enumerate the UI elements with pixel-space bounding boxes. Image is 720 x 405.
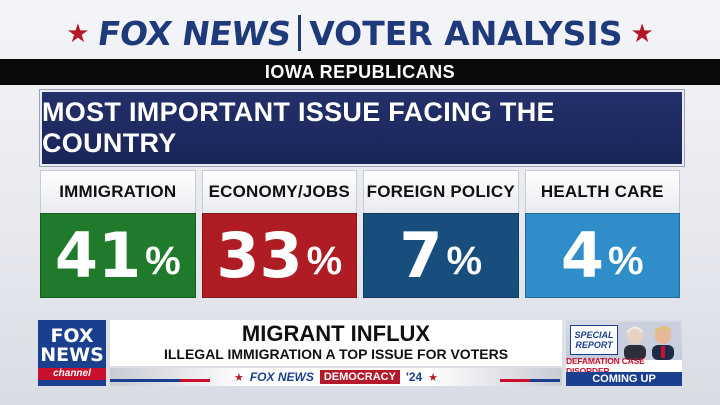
brand-divider (298, 15, 302, 51)
star-icon: ★ (630, 18, 654, 48)
brand-strip: ★ FOX NEWS DEMOCRACY '24 ★ (110, 368, 562, 386)
logo-line: FOX (50, 324, 94, 347)
question-title: MOST IMPORTANT ISSUE FACING THE COUNTRY (40, 90, 684, 166)
issue-card-health-care: HEALTH CARE 4 % (524, 170, 680, 298)
issue-card-foreign-policy: FOREIGN POLICY 7 % (363, 170, 519, 298)
strip-year: '24 (405, 370, 423, 384)
issue-label: ECONOMY/JOBS (201, 170, 357, 213)
fox-news-logo: FOX NEWS channel (38, 320, 106, 386)
badge-line: SPECIAL (574, 330, 614, 340)
logo-channel: channel (38, 367, 106, 380)
percent-sign: % (306, 238, 343, 283)
star-icon: ★ (428, 371, 439, 384)
issue-value-box: 7 % (363, 213, 519, 298)
star-icon: ★ (233, 371, 244, 384)
issue-value-box: 33 % (201, 213, 357, 298)
star-icon: ★ (66, 18, 90, 48)
issue-value-box: 41 % (40, 213, 196, 298)
issue-label: FOREIGN POLICY (363, 170, 519, 213)
special-report-badge: SPECIAL REPORT (570, 325, 618, 355)
header: ★ FOX NEWS VOTER ANALYSIS ★ (0, 8, 720, 58)
issue-value: 33 (216, 218, 303, 292)
issue-value: 4 (560, 218, 605, 292)
decorative-line (530, 379, 560, 382)
percent-sign: % (145, 238, 181, 283)
issue-cards: IMMIGRATION 41 % ECONOMY/JOBS 33 % FOREI… (40, 170, 680, 298)
strip-brand: FOX NEWS (249, 370, 314, 384)
percent-sign: % (446, 238, 483, 283)
issue-value-box: 4 % (524, 213, 680, 298)
issue-card-economy: ECONOMY/JOBS 33 % (201, 170, 357, 298)
lower-third: FOX NEWS channel MIGRANT INFLUX ILLEGAL … (38, 320, 682, 386)
decorative-line (110, 379, 180, 382)
logo-line: NEWS (40, 343, 104, 366)
section-title: VOTER ANALYSIS (309, 13, 623, 53)
subtitle-bar: IOWA REPUBLICANS (0, 59, 720, 85)
issue-value: 41 (54, 218, 142, 292)
brand-name: FOX NEWS (94, 13, 293, 53)
issue-card-immigration: IMMIGRATION 41 % (40, 170, 196, 298)
issue-label: IMMIGRATION (40, 170, 196, 213)
decorative-line (500, 379, 530, 382)
strip-tag: DEMOCRACY (319, 370, 400, 384)
issue-value: 7 (399, 218, 443, 292)
headline: MIGRANT INFLUX (241, 321, 431, 346)
guest-photos-icon (618, 322, 680, 360)
issue-label: HEALTH CARE (524, 170, 680, 213)
badge-line: REPORT (575, 340, 613, 350)
question-text: MOST IMPORTANT ISSUE FACING THE COUNTRY (42, 97, 555, 158)
brand-banner: FOX NEWS VOTER ANALYSIS (94, 13, 623, 53)
promo-caption: DEFAMATION CASE DISORDER (566, 356, 682, 376)
coming-up-label: COMING UP (566, 372, 682, 386)
coming-up-promo: SPECIAL REPORT DEFAMATION CASE DISORDER … (566, 320, 682, 386)
subtitle: IOWA REPUBLICANS (264, 61, 456, 82)
headline-box: MIGRANT INFLUX ILLEGAL IMMIGRATION A TOP… (110, 320, 562, 366)
subheadline: ILLEGAL IMMIGRATION A TOP ISSUE FOR VOTE… (163, 346, 509, 362)
decorative-line (180, 379, 210, 382)
percent-sign: % (608, 238, 644, 283)
